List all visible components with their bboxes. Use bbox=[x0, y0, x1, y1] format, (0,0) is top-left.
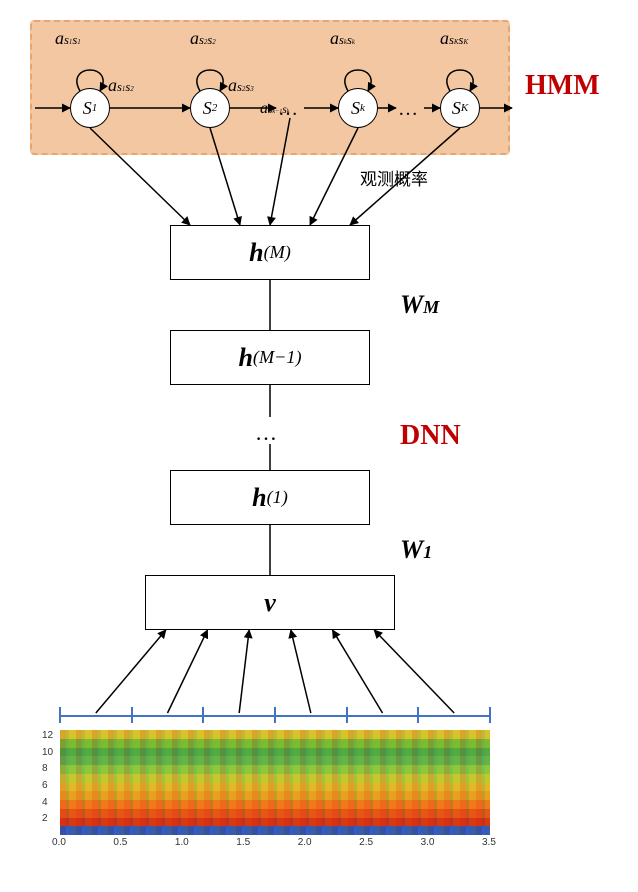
diagram-canvas: HMM S1 S2 Sk SK … … as1s1 as2s2 asksk as… bbox=[0, 0, 638, 892]
x-tick: 1.5 bbox=[236, 837, 250, 848]
trans-label-sk1sk: ask−1sk bbox=[260, 100, 289, 118]
dnn-ellipsis: … bbox=[255, 420, 277, 446]
x-tick: 3.0 bbox=[421, 837, 435, 848]
hmm-state-s1: S1 bbox=[70, 88, 110, 128]
y-tick: 6 bbox=[42, 780, 48, 791]
hmm-state-sK: SK bbox=[440, 88, 480, 128]
dnn-label: DNN bbox=[400, 420, 461, 452]
x-tick: 1.0 bbox=[175, 837, 189, 848]
trans-label-sksk: asksk bbox=[330, 28, 355, 49]
trans-label-sKsK: asKsK bbox=[440, 28, 468, 49]
observation-prob-label: 观测概率 bbox=[360, 165, 428, 190]
hmm-state-sk: Sk bbox=[338, 88, 378, 128]
hmm-state-s2: S2 bbox=[190, 88, 230, 128]
x-tick: 3.5 bbox=[482, 837, 496, 848]
dnn-layer-h1: h(1) bbox=[170, 470, 370, 525]
hmm-region bbox=[30, 20, 510, 155]
y-tick: 10 bbox=[42, 747, 53, 758]
dnn-weight-W1: W1 bbox=[400, 535, 432, 565]
x-tick: 2.0 bbox=[298, 837, 312, 848]
y-tick: 4 bbox=[42, 797, 48, 808]
x-tick: 0.5 bbox=[113, 837, 127, 848]
y-tick: 2 bbox=[42, 813, 48, 824]
trans-label-s1s1: as1s1 bbox=[55, 28, 81, 49]
trans-label-s1s2: as1s2 bbox=[108, 75, 134, 96]
dnn-layer-hM-1: h(M−1) bbox=[170, 330, 370, 385]
hmm-ellipsis-right: … bbox=[398, 98, 418, 121]
x-tick: 2.5 bbox=[359, 837, 373, 848]
y-tick: 8 bbox=[42, 763, 48, 774]
trans-label-s2s2: as2s2 bbox=[190, 28, 216, 49]
dnn-weight-WM: WM bbox=[400, 290, 439, 320]
hmm-label: HMM bbox=[525, 70, 600, 102]
x-tick: 0.0 bbox=[52, 837, 66, 848]
dnn-layer-hM: h(M) bbox=[170, 225, 370, 280]
dnn-layer-v: v bbox=[145, 575, 395, 630]
spectrogram bbox=[60, 730, 490, 835]
frame-bar bbox=[60, 715, 490, 717]
y-tick: 12 bbox=[42, 730, 53, 741]
trans-label-s2s3: as2s3 bbox=[228, 75, 254, 96]
